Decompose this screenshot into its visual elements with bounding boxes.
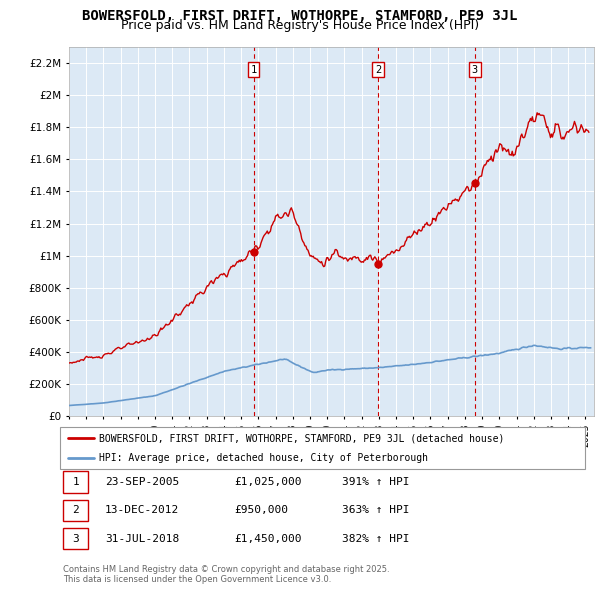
Text: 3: 3	[72, 534, 79, 543]
Text: 3: 3	[472, 65, 478, 75]
Text: 382% ↑ HPI: 382% ↑ HPI	[342, 534, 409, 543]
Text: Contains HM Land Registry data © Crown copyright and database right 2025.
This d: Contains HM Land Registry data © Crown c…	[63, 565, 389, 584]
Text: Price paid vs. HM Land Registry's House Price Index (HPI): Price paid vs. HM Land Registry's House …	[121, 19, 479, 32]
Text: 2: 2	[72, 506, 79, 515]
Text: 23-SEP-2005: 23-SEP-2005	[105, 477, 179, 487]
Text: 13-DEC-2012: 13-DEC-2012	[105, 506, 179, 515]
Text: 31-JUL-2018: 31-JUL-2018	[105, 534, 179, 543]
Text: 1: 1	[251, 65, 257, 75]
Text: HPI: Average price, detached house, City of Peterborough: HPI: Average price, detached house, City…	[100, 454, 428, 463]
Text: 363% ↑ HPI: 363% ↑ HPI	[342, 506, 409, 515]
Text: BOWERSFOLD, FIRST DRIFT, WOTHORPE, STAMFORD, PE9 3JL: BOWERSFOLD, FIRST DRIFT, WOTHORPE, STAMF…	[82, 9, 518, 23]
Text: 2: 2	[375, 65, 381, 75]
Text: £1,450,000: £1,450,000	[234, 534, 302, 543]
Text: 1: 1	[72, 477, 79, 487]
Text: £950,000: £950,000	[234, 506, 288, 515]
Text: BOWERSFOLD, FIRST DRIFT, WOTHORPE, STAMFORD, PE9 3JL (detached house): BOWERSFOLD, FIRST DRIFT, WOTHORPE, STAMF…	[100, 434, 505, 444]
Text: £1,025,000: £1,025,000	[234, 477, 302, 487]
Text: 391% ↑ HPI: 391% ↑ HPI	[342, 477, 409, 487]
